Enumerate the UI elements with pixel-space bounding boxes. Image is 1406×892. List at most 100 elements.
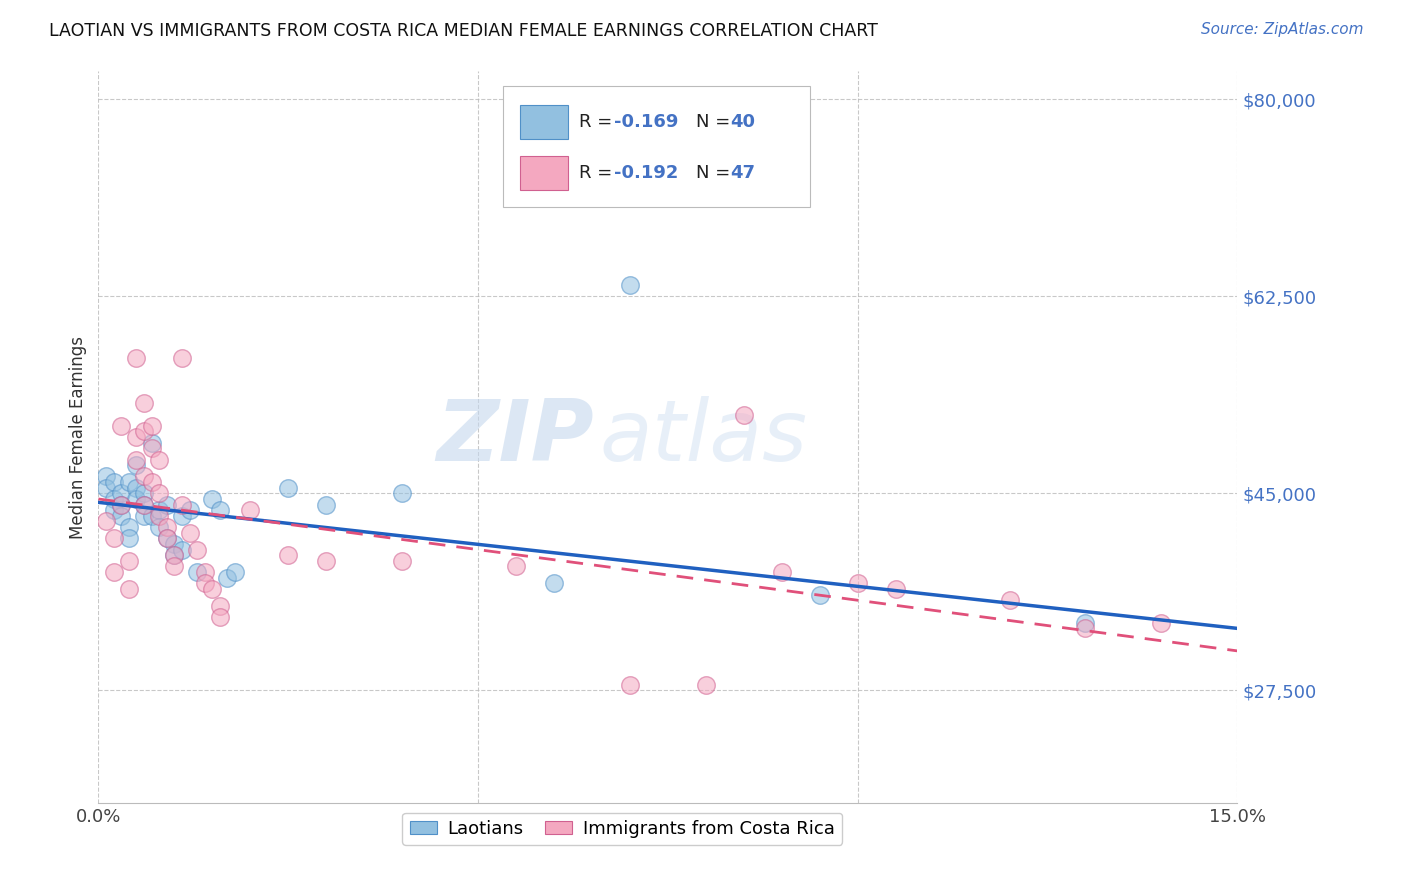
Point: [118, 532, 141, 546]
Point: [1074, 621, 1097, 635]
Point: [125, 430, 148, 444]
Point: [132, 425, 155, 439]
Point: [125, 452, 148, 467]
Point: [179, 525, 201, 540]
Point: [132, 396, 155, 410]
Point: [239, 503, 262, 517]
Point: [141, 475, 163, 489]
Point: [315, 498, 337, 512]
Point: [163, 548, 186, 562]
Legend: Laotians, Immigrants from Costa Rica: Laotians, Immigrants from Costa Rica: [402, 813, 842, 845]
FancyBboxPatch shape: [503, 86, 810, 207]
Point: [186, 542, 208, 557]
Point: [118, 475, 141, 489]
Point: [170, 542, 193, 557]
Point: [125, 458, 148, 473]
Point: [884, 582, 907, 596]
Point: [391, 486, 413, 500]
Point: [141, 442, 163, 456]
Point: [141, 418, 163, 433]
Point: [148, 520, 170, 534]
Point: [505, 559, 527, 574]
Point: [808, 588, 831, 602]
Point: [163, 537, 186, 551]
Point: [186, 565, 208, 579]
Point: [163, 559, 186, 574]
Text: LAOTIAN VS IMMIGRANTS FROM COSTA RICA MEDIAN FEMALE EARNINGS CORRELATION CHART: LAOTIAN VS IMMIGRANTS FROM COSTA RICA ME…: [49, 22, 879, 40]
Point: [141, 508, 163, 523]
FancyBboxPatch shape: [520, 105, 568, 138]
Point: [695, 678, 717, 692]
Text: R =: R =: [579, 164, 619, 182]
Point: [148, 508, 170, 523]
Point: [619, 678, 641, 692]
Point: [132, 498, 155, 512]
Point: [277, 481, 299, 495]
Point: [277, 548, 299, 562]
Text: atlas: atlas: [599, 395, 807, 479]
Point: [163, 548, 186, 562]
Text: R =: R =: [579, 112, 619, 131]
Point: [156, 498, 179, 512]
Point: [543, 576, 565, 591]
Point: [118, 554, 141, 568]
Point: [208, 599, 231, 613]
Point: [110, 486, 132, 500]
Point: [208, 503, 231, 517]
Point: [148, 486, 170, 500]
Text: ZIP: ZIP: [436, 395, 593, 479]
Point: [110, 508, 132, 523]
Text: Source: ZipAtlas.com: Source: ZipAtlas.com: [1201, 22, 1364, 37]
FancyBboxPatch shape: [520, 156, 568, 190]
Point: [208, 610, 231, 624]
Point: [1150, 615, 1173, 630]
Point: [125, 481, 148, 495]
Point: [998, 593, 1021, 607]
Point: [118, 582, 141, 596]
Y-axis label: Median Female Earnings: Median Female Earnings: [69, 335, 87, 539]
Point: [125, 491, 148, 506]
Point: [179, 503, 201, 517]
Point: [156, 532, 179, 546]
Point: [170, 498, 193, 512]
Point: [110, 498, 132, 512]
Point: [733, 408, 755, 422]
Point: [103, 491, 125, 506]
Point: [125, 351, 148, 366]
Text: 40: 40: [731, 112, 755, 131]
Point: [148, 503, 170, 517]
Point: [170, 351, 193, 366]
Point: [846, 576, 869, 591]
Text: -0.192: -0.192: [614, 164, 679, 182]
Point: [201, 491, 224, 506]
Point: [132, 508, 155, 523]
Point: [118, 520, 141, 534]
Point: [103, 532, 125, 546]
Text: -0.169: -0.169: [614, 112, 679, 131]
Point: [770, 565, 793, 579]
Point: [141, 435, 163, 450]
Point: [132, 469, 155, 483]
Point: [156, 532, 179, 546]
Point: [132, 498, 155, 512]
Point: [103, 475, 125, 489]
Point: [132, 486, 155, 500]
Point: [391, 554, 413, 568]
Point: [194, 565, 217, 579]
Point: [315, 554, 337, 568]
Point: [94, 469, 117, 483]
Point: [110, 498, 132, 512]
Text: 47: 47: [731, 164, 755, 182]
Point: [156, 520, 179, 534]
Point: [194, 576, 217, 591]
Point: [103, 565, 125, 579]
Text: N =: N =: [696, 164, 737, 182]
Point: [170, 508, 193, 523]
Point: [1074, 615, 1097, 630]
Point: [201, 582, 224, 596]
Point: [103, 503, 125, 517]
Point: [94, 481, 117, 495]
Point: [217, 571, 239, 585]
Point: [224, 565, 246, 579]
Point: [148, 452, 170, 467]
